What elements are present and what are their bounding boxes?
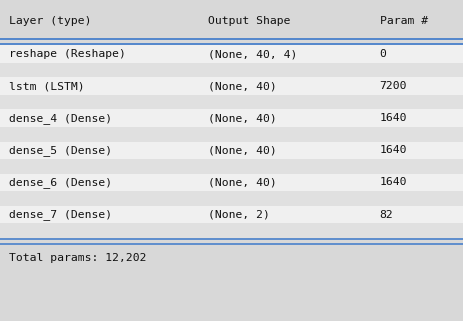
Bar <box>0 95 463 109</box>
Text: (None, 40): (None, 40) <box>208 178 277 187</box>
Bar <box>0 6 463 35</box>
Text: Layer (type): Layer (type) <box>9 16 92 26</box>
Text: (None, 40): (None, 40) <box>208 113 277 123</box>
Bar <box>0 159 463 174</box>
Bar <box>0 109 463 127</box>
Text: Output Shape: Output Shape <box>208 16 291 26</box>
Text: reshape (Reshape): reshape (Reshape) <box>9 49 126 59</box>
Text: dense_7 (Dense): dense_7 (Dense) <box>9 209 113 220</box>
Bar <box>0 127 463 142</box>
Bar <box>0 223 463 238</box>
Text: lstm (LSTM): lstm (LSTM) <box>9 81 85 91</box>
Text: 7200: 7200 <box>380 81 407 91</box>
Text: 1640: 1640 <box>380 113 407 123</box>
Bar <box>0 77 463 95</box>
Bar <box>0 39 463 44</box>
Text: dense_4 (Dense): dense_4 (Dense) <box>9 113 113 124</box>
Bar <box>0 239 463 244</box>
Text: 82: 82 <box>380 210 394 220</box>
Bar <box>0 191 463 206</box>
Text: (None, 40): (None, 40) <box>208 81 277 91</box>
Text: (None, 40, 4): (None, 40, 4) <box>208 49 298 59</box>
Bar <box>0 174 463 191</box>
Bar <box>0 244 463 273</box>
Text: Param #: Param # <box>380 16 428 26</box>
Text: 1640: 1640 <box>380 145 407 155</box>
Text: dense_5 (Dense): dense_5 (Dense) <box>9 145 113 156</box>
Text: dense_6 (Dense): dense_6 (Dense) <box>9 177 113 188</box>
Text: (None, 2): (None, 2) <box>208 210 270 220</box>
Bar <box>0 45 463 63</box>
Bar <box>0 63 463 77</box>
Bar <box>0 142 463 159</box>
Text: 1640: 1640 <box>380 178 407 187</box>
Bar <box>0 206 463 223</box>
Text: 0: 0 <box>380 49 387 59</box>
Text: (None, 40): (None, 40) <box>208 145 277 155</box>
Text: Total params: 12,202: Total params: 12,202 <box>9 253 147 264</box>
